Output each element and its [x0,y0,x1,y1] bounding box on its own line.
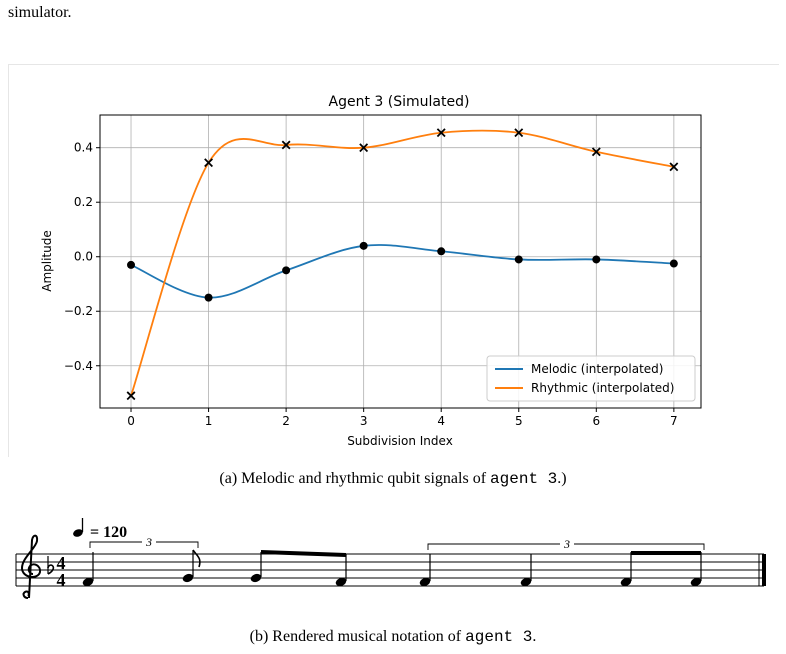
note-3 [250,552,262,583]
legend-label-rhythmic: Rhythmic (interpolated) [531,381,674,395]
legend-label-melodic: Melodic (interpolated) [531,362,663,376]
x-axis-ticks: 0 1 2 3 4 5 6 7 [127,408,678,428]
tuplet-bracket-1 [89,541,199,548]
series-line-0 [130,244,674,299]
data-point-rhythmic [126,391,136,401]
data-point-melodic [282,266,291,275]
data-point-rhythmic [514,128,524,138]
figure-b-caption-prefix: (b) Rendered musical notation of [249,628,466,645]
time-signature-bottom: 4 [57,570,66,590]
tuplet-number-1: 3 [145,535,152,549]
y-tick-label: 0.4 [74,141,93,155]
figure-a-caption-prefix: (a) Melodic and rhythmic qubit signals o… [219,470,491,487]
treble-clef-icon [20,534,42,599]
figure-a-caption-suffix: .) [557,470,567,487]
beam-2 [631,551,701,555]
data-point-melodic [669,259,678,268]
y-axis-ticks: −0.4 −0.2 0.0 0.2 0.4 [64,141,100,373]
figure-a-caption-code: agent 3 [490,470,558,488]
time-signature-top: 4 [57,553,66,573]
data-point-melodic [514,255,523,264]
data-point-melodic [592,255,601,264]
data-point-rhythmic [204,158,214,168]
figure-b-caption: (b) Rendered musical notation of agent 3… [0,628,786,646]
x-tick-label: 5 [515,414,523,428]
tuplet-number-2: 3 [563,537,570,551]
legend-box [486,355,696,402]
x-tick-label: 7 [670,414,678,428]
y-tick-label: −0.2 [64,304,93,318]
data-point-rhythmic [359,143,369,153]
legend: Melodic (interpolated) Rhythmic (interpo… [486,355,696,402]
x-tick-label: 1 [205,414,213,428]
staff-lines [16,553,764,587]
note-7 [620,552,632,587]
x-tick-label: 0 [127,414,135,428]
note-2 [182,549,201,583]
data-point-rhythmic [281,140,291,150]
x-tick-label: 3 [360,414,368,428]
y-axis-label: Amplitude [40,230,54,292]
note-5 [419,554,431,587]
note-4 [335,554,347,587]
y-tick-label: 0.0 [74,250,93,264]
x-axis-label: Subdivision Index [347,434,453,448]
tempo-marking: = 120 [90,524,127,541]
data-point-rhythmic [591,147,601,157]
figure-a-caption: (a) Melodic and rhythmic qubit signals o… [0,470,786,488]
beam-1 [261,550,346,557]
x-tick-label: 2 [282,414,290,428]
data-point-melodic [127,260,136,269]
figure-b-caption-code: agent 3 [465,628,533,646]
amplitude-chart: Agent 3 (Simulated) 0 1 2 3 4 5 6 7 −0.4 −0.2 0.0… [40,94,702,448]
x-tick-label: 4 [437,414,445,428]
note-8 [690,552,702,587]
final-barline-thick [762,554,766,586]
chart-title: Agent 3 (Simulated) [329,94,470,110]
figure-b-caption-suffix: . [532,628,537,645]
plot-area [99,114,702,409]
chart-markers [126,128,679,401]
note-6 [520,554,532,587]
tuplet-bracket-2 [427,543,705,550]
data-point-rhythmic [669,162,679,172]
data-point-melodic [204,293,213,302]
data-point-melodic [437,247,446,256]
y-tick-label: 0.2 [74,195,93,209]
x-tick-label: 6 [592,414,600,428]
tempo-note-icon [73,529,83,537]
figure-a-frame: Agent 3 (Simulated) 0 1 2 3 4 5 6 7 −0.4 −0.2 0.0… [8,64,779,457]
intro-text: simulator. [8,4,72,21]
note-1 [82,552,94,587]
data-point-melodic [359,241,368,250]
music-score: = 120 4 4 3 3 [15,518,766,599]
flat-key-signature-icon [47,556,55,575]
y-tick-label: −0.4 [64,359,93,373]
data-point-rhythmic [436,128,446,138]
